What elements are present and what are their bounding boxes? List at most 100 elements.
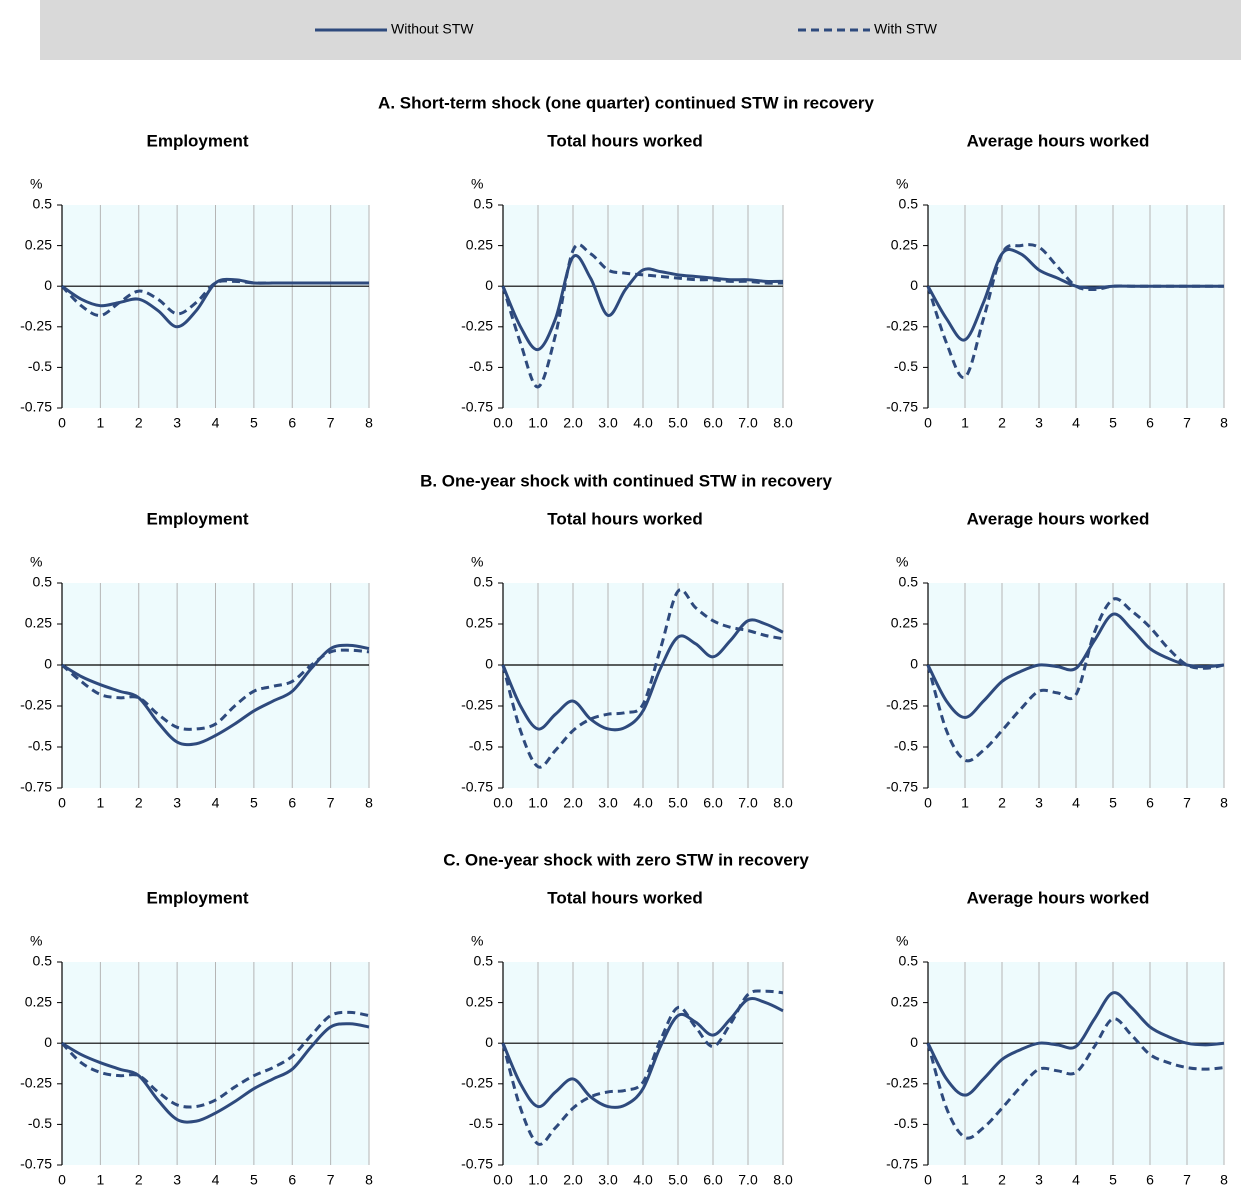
x-tick-label: 0 xyxy=(924,795,932,811)
x-tick-label: 0.0 xyxy=(493,415,513,431)
y-tick-label: -0.5 xyxy=(894,738,918,754)
x-tick-label: 4 xyxy=(1072,795,1080,811)
series-line xyxy=(501,243,784,389)
y-tick-label: -0.5 xyxy=(469,358,493,374)
y-tick-label: -0.25 xyxy=(886,318,918,334)
panel-title: B. One-year shock with continued STW in … xyxy=(420,471,832,490)
x-tick-label: 5 xyxy=(1109,1172,1117,1188)
y-tick-label: 0.5 xyxy=(474,574,494,590)
y-tick-label: -0.75 xyxy=(461,779,493,795)
x-tick-label: 4.0 xyxy=(633,415,653,431)
x-tick-label: 5 xyxy=(1109,795,1117,811)
y-tick-label: 0 xyxy=(44,277,52,293)
y-tick-label: -0.25 xyxy=(461,697,493,713)
series-line xyxy=(61,1022,370,1124)
y-tick-label: -0.25 xyxy=(886,1075,918,1091)
x-tick-label: 4 xyxy=(1072,1172,1080,1188)
x-tick-label: 5 xyxy=(1109,415,1117,431)
x-tick-label: 2 xyxy=(998,795,1006,811)
x-tick-label: 7 xyxy=(327,415,335,431)
y-tick-label: -0.5 xyxy=(894,1115,918,1131)
y-tick-label: -0.5 xyxy=(28,1115,52,1131)
y-tick-label: 0.5 xyxy=(899,574,919,590)
chart-title: Employment xyxy=(146,509,248,528)
x-tick-label: 6 xyxy=(1146,415,1154,431)
y-axis-label: % xyxy=(471,176,483,192)
x-tick-label: 0.0 xyxy=(493,1172,513,1188)
x-tick-label: 5.0 xyxy=(668,1172,688,1188)
x-tick-label: 2 xyxy=(135,1172,143,1188)
series-line xyxy=(501,996,784,1109)
y-axis-label: % xyxy=(471,933,483,949)
x-tick-label: 0 xyxy=(58,415,66,431)
x-tick-label: 7.0 xyxy=(738,795,758,811)
legend-background xyxy=(40,0,1241,60)
y-tick-label: 0.5 xyxy=(474,953,494,969)
y-tick-label: 0.25 xyxy=(466,615,493,631)
x-tick-label: 8 xyxy=(1220,1172,1228,1188)
x-tick-label: 3.0 xyxy=(598,1172,618,1188)
x-tick-label: 2 xyxy=(998,1172,1006,1188)
x-tick-label: 3 xyxy=(173,415,181,431)
y-tick-label: 0 xyxy=(44,656,52,672)
x-tick-label: 6 xyxy=(288,415,296,431)
x-tick-label: 2.0 xyxy=(563,415,583,431)
y-axis-label: % xyxy=(30,933,42,949)
y-tick-label: 0.5 xyxy=(33,953,53,969)
x-tick-label: 1 xyxy=(96,795,104,811)
chart-title: Total hours worked xyxy=(547,131,703,150)
y-tick-label: 0.5 xyxy=(899,953,919,969)
y-axis-label: % xyxy=(896,554,908,570)
x-tick-label: 8 xyxy=(365,415,373,431)
y-tick-label: 0 xyxy=(44,1034,52,1050)
y-tick-label: 0.5 xyxy=(899,196,919,212)
y-tick-label: -0.5 xyxy=(894,358,918,374)
chart-title: Average hours worked xyxy=(967,888,1150,907)
chart-title: Total hours worked xyxy=(547,509,703,528)
x-tick-label: 3 xyxy=(1035,415,1043,431)
series-line xyxy=(926,991,1225,1097)
x-tick-label: 0.0 xyxy=(493,795,513,811)
x-tick-label: 3 xyxy=(1035,795,1043,811)
x-tick-label: 6.0 xyxy=(703,795,723,811)
chart-title: Employment xyxy=(146,888,248,907)
panel-title: C. One-year shock with zero STW in recov… xyxy=(443,850,809,869)
x-tick-label: 8 xyxy=(1220,415,1228,431)
y-tick-label: -0.25 xyxy=(20,697,52,713)
x-tick-label: 7 xyxy=(327,1172,335,1188)
y-axis-label: % xyxy=(471,554,483,570)
y-tick-label: 0.25 xyxy=(25,993,52,1009)
x-tick-label: 2.0 xyxy=(563,795,583,811)
x-tick-label: 1 xyxy=(96,415,104,431)
x-tick-label: 3.0 xyxy=(598,795,618,811)
x-tick-label: 4 xyxy=(212,795,220,811)
chart-title: Employment xyxy=(146,131,248,150)
x-tick-label: 7.0 xyxy=(738,1172,758,1188)
x-tick-label: 5 xyxy=(250,1172,258,1188)
y-tick-label: -0.75 xyxy=(20,779,52,795)
y-tick-label: -0.75 xyxy=(20,1156,52,1172)
y-tick-label: -0.25 xyxy=(886,697,918,713)
x-tick-label: 0 xyxy=(924,1172,932,1188)
series-line xyxy=(61,648,370,731)
x-tick-label: 6 xyxy=(1146,795,1154,811)
x-tick-label: 4 xyxy=(1072,415,1080,431)
y-axis-label: % xyxy=(30,554,42,570)
x-tick-label: 1 xyxy=(96,1172,104,1188)
y-tick-label: 0 xyxy=(485,277,493,293)
y-tick-label: 0 xyxy=(485,1034,493,1050)
x-tick-label: 2 xyxy=(135,795,143,811)
legend-label: With STW xyxy=(874,21,938,37)
y-tick-label: 0 xyxy=(485,656,493,672)
x-tick-label: 8.0 xyxy=(773,795,793,811)
x-tick-label: 0 xyxy=(58,795,66,811)
y-axis-label: % xyxy=(30,176,42,192)
series-line xyxy=(926,612,1225,719)
y-tick-label: -0.5 xyxy=(469,1115,493,1131)
series-line xyxy=(926,597,1225,763)
y-tick-label: -0.25 xyxy=(461,1075,493,1091)
y-tick-label: 0.25 xyxy=(466,993,493,1009)
x-tick-label: 1 xyxy=(961,415,969,431)
series-line xyxy=(60,1010,370,1109)
x-tick-label: 3 xyxy=(173,795,181,811)
